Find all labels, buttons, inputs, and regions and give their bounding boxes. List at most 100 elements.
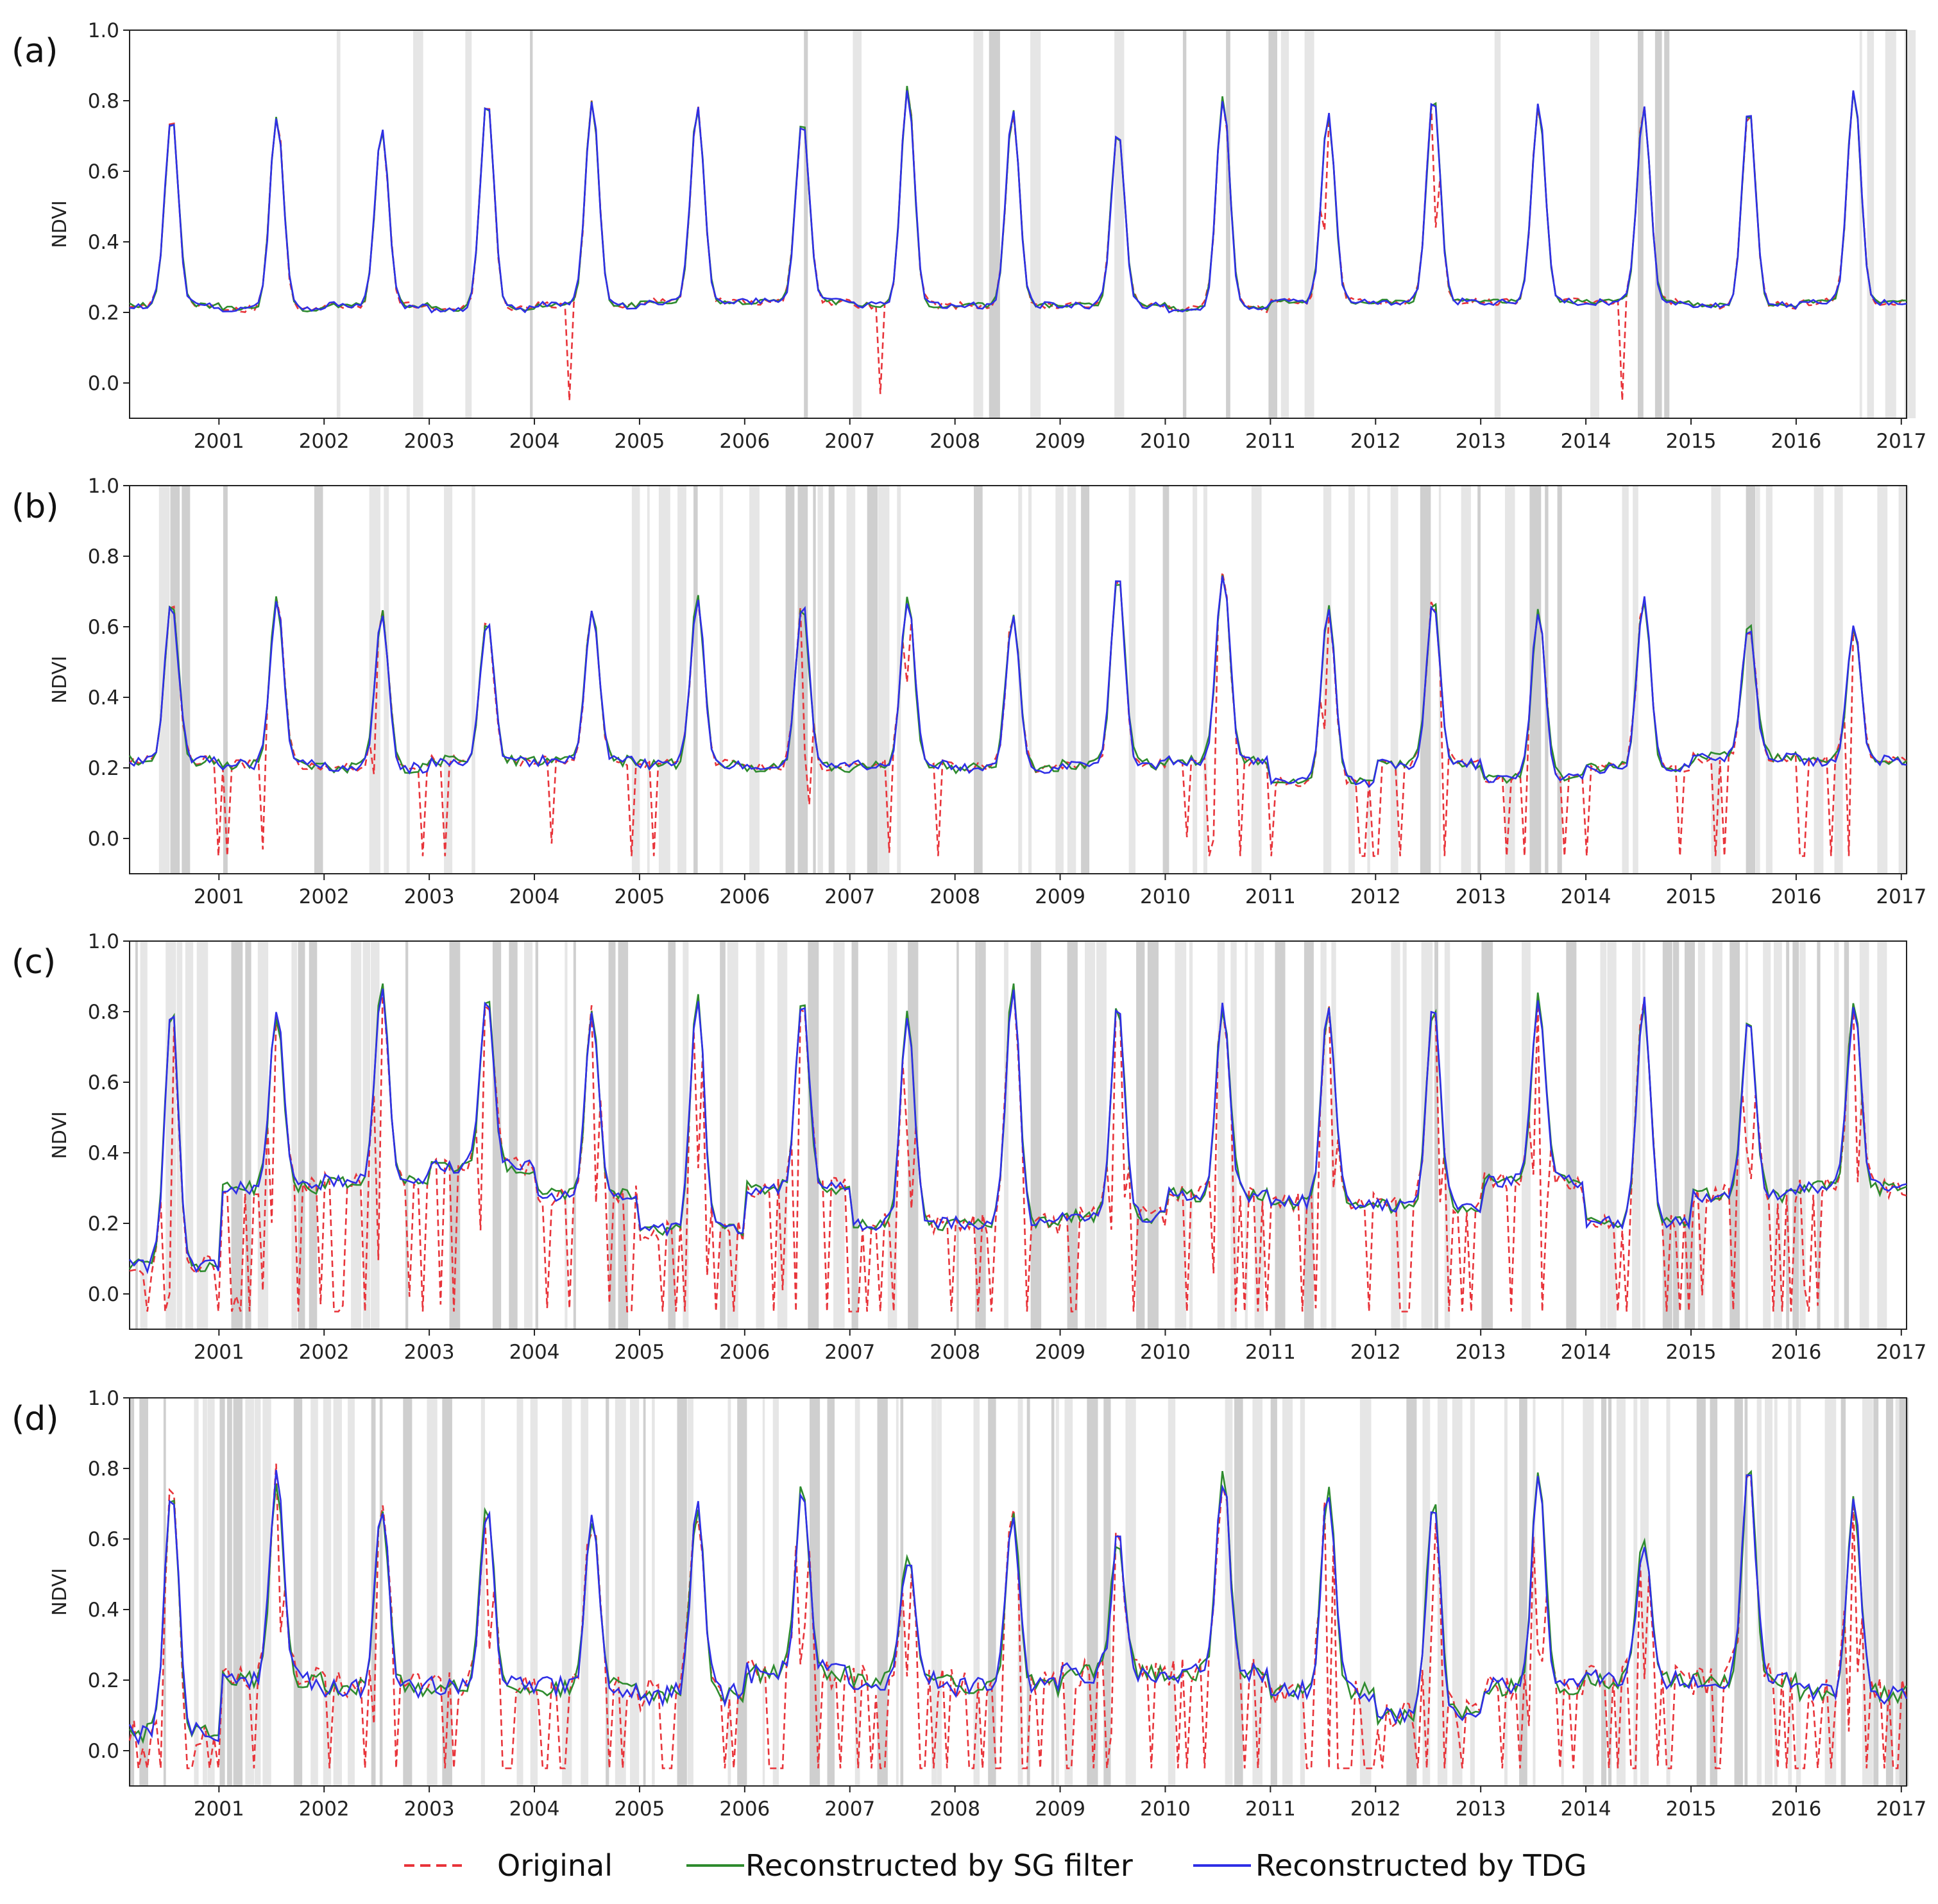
cloud-band <box>1128 1398 1136 1786</box>
cloud-band <box>480 1398 485 1786</box>
x-tick-label: 2014 <box>1561 885 1611 908</box>
series-tdg <box>129 90 1907 314</box>
y-tick-label: 1.0 <box>88 475 119 498</box>
cloud-band <box>937 1398 942 1786</box>
x-tick-label: 2017 <box>1876 430 1926 453</box>
cloud-band <box>631 486 640 874</box>
cloud-band <box>749 486 760 874</box>
cloud-band <box>647 486 650 874</box>
cloud-band <box>492 941 502 1329</box>
legend-tdg-label: Reconstructed by TDG <box>1255 1848 1587 1883</box>
cloud-band <box>509 941 518 1329</box>
cloud-band <box>1064 1398 1073 1786</box>
cloud-band <box>1461 486 1471 874</box>
cloud-band <box>1672 941 1679 1329</box>
cloud-band <box>1712 941 1722 1329</box>
cloud-band <box>1359 1398 1372 1786</box>
x-tick-label: 2016 <box>1771 1341 1821 1364</box>
cloud-band <box>530 30 533 418</box>
x-tick-label: 2015 <box>1666 430 1717 453</box>
x-tick-label: 2012 <box>1350 885 1401 908</box>
legend-original-label: Original <box>497 1848 613 1883</box>
x-tick-label: 2010 <box>1140 885 1191 908</box>
x-tick-label: 2009 <box>1035 1341 1085 1364</box>
cloud-band <box>1203 486 1207 874</box>
cloud-band <box>1391 941 1400 1329</box>
x-tick-label: 2007 <box>824 430 875 453</box>
plot-frame <box>129 940 1907 1330</box>
cloud-band <box>1125 1398 1128 1786</box>
cloud-band <box>1402 941 1407 1329</box>
cloud-band <box>1055 1398 1059 1786</box>
cloud-band <box>1320 941 1327 1329</box>
x-tick-label: 2017 <box>1876 885 1926 908</box>
cloud-band <box>797 486 808 874</box>
cloud-band <box>1128 486 1135 874</box>
x-tick-label: 2010 <box>1140 1341 1191 1364</box>
cloud-band <box>1590 30 1599 418</box>
cloud-band <box>615 1398 626 1786</box>
cloud-band <box>1067 941 1078 1329</box>
cloud-band <box>737 1398 747 1786</box>
x-tick-label: 2016 <box>1771 1798 1821 1821</box>
cloud-band <box>535 941 538 1329</box>
cloud-band <box>1103 1398 1111 1786</box>
cloud-band <box>1217 941 1225 1329</box>
cloud-band <box>1114 30 1125 418</box>
cloud-band <box>516 1398 523 1786</box>
y-tick-label: 0.8 <box>88 90 119 113</box>
cloud-band <box>1792 941 1799 1329</box>
cloud-band <box>683 941 689 1329</box>
cloud-band <box>203 1398 207 1786</box>
cloud-band <box>1654 30 1662 418</box>
x-tick-label: 2004 <box>509 1798 560 1821</box>
legend-sg-label: Reconstructed by SG filter <box>745 1848 1133 1883</box>
y-tick-label: 1.0 <box>88 1387 119 1410</box>
cloud-band <box>362 941 371 1329</box>
cloud-band <box>1814 486 1824 874</box>
x-tick-label: 2006 <box>719 430 770 453</box>
panel-4: 0.0 0.2 0.4 0.6 0.8 1.0 2001 2002 2003 2004 2005 20… <box>12 1387 1926 1821</box>
x-tick-label: 2008 <box>930 1341 980 1364</box>
cloud-band <box>1607 941 1617 1329</box>
cloud-band <box>194 1398 199 1786</box>
cloud-band <box>1633 1398 1638 1786</box>
cloud-band <box>1796 1398 1801 1786</box>
cloud-bands <box>336 30 1916 418</box>
cloud-band <box>565 941 568 1329</box>
cloud-band <box>1601 1398 1607 1786</box>
cloud-band <box>677 1398 687 1786</box>
y-tick-label: 0.4 <box>88 686 119 710</box>
cloud-band <box>1055 486 1064 874</box>
x-tick-label: 2010 <box>1140 1798 1191 1821</box>
cloud-band <box>573 941 576 1329</box>
cloud-band <box>1162 486 1169 874</box>
y-axis-label: NDVI <box>49 200 71 248</box>
cloud-band <box>896 1398 899 1786</box>
cloud-band <box>1755 486 1760 874</box>
cloud-band <box>1437 1398 1448 1786</box>
cloud-band <box>1505 486 1515 874</box>
cloud-band <box>1030 941 1042 1329</box>
cloud-band <box>1270 1398 1277 1786</box>
cloud-band <box>207 1398 215 1786</box>
x-tick-label: 2002 <box>299 1798 350 1821</box>
series-sg-filter <box>128 1470 1907 1744</box>
cloud-band <box>1252 1398 1262 1786</box>
panel-label: (b) <box>12 488 59 526</box>
x-tick-label: 2013 <box>1456 885 1506 908</box>
cloud-band <box>293 1398 303 1786</box>
cloud-band <box>693 486 698 874</box>
y-tick-label: 0.4 <box>88 1142 119 1165</box>
cloud-band <box>1477 486 1481 874</box>
cloud-band <box>1844 941 1849 1329</box>
cloud-band <box>135 941 138 1329</box>
cloud-band <box>1566 941 1577 1329</box>
x-tick-label: 2001 <box>194 430 244 453</box>
x-tick-label: 2001 <box>194 885 244 908</box>
x-tick-label: 2003 <box>404 885 455 908</box>
y-tick-label: 1.0 <box>88 930 119 953</box>
cloud-band <box>828 486 835 874</box>
cloud-band <box>405 941 409 1329</box>
x-tick-label: 2001 <box>194 1798 244 1821</box>
